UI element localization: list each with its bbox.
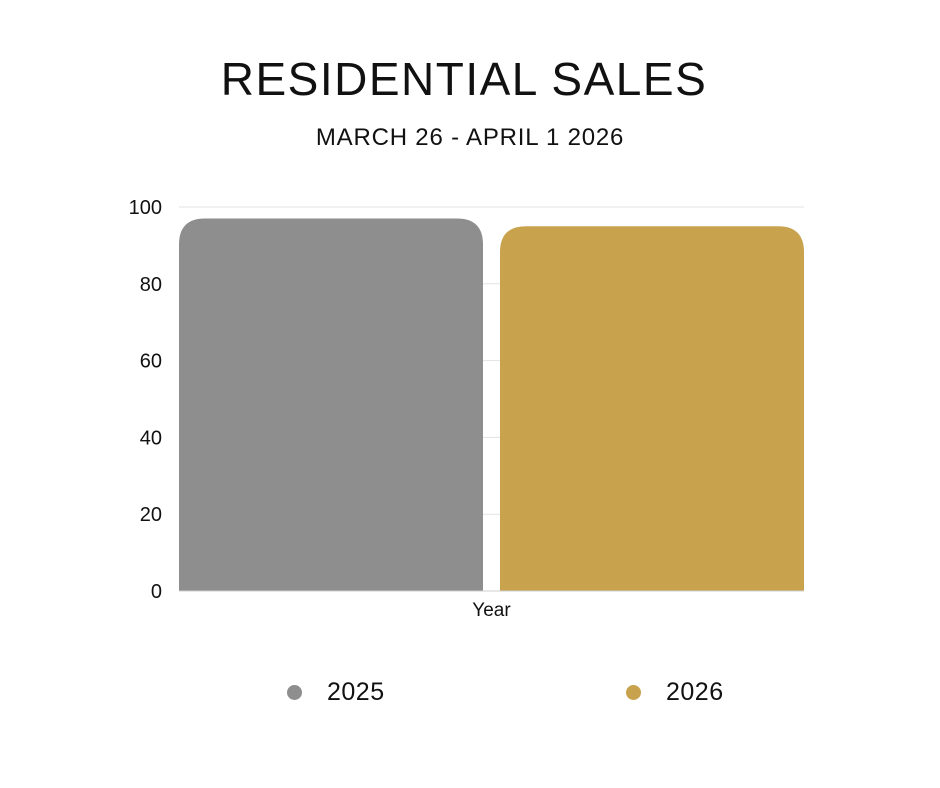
legend-label-2025: 2025	[327, 678, 385, 706]
y-tick-label: 100	[129, 197, 162, 219]
chart-title: RESIDENTIAL SALES	[220, 53, 708, 105]
bar-2025	[179, 218, 483, 591]
y-tick-label: 20	[140, 504, 162, 526]
y-tick-label: 40	[140, 427, 162, 449]
legend-label-2026: 2026	[666, 678, 724, 706]
legend-swatch-2025	[287, 685, 302, 700]
bar-2026	[500, 226, 804, 591]
legend-swatch-2026	[626, 685, 641, 700]
y-tick-label: 80	[140, 274, 162, 296]
x-category-label: Year	[472, 600, 511, 621]
y-tick-label: 60	[140, 351, 162, 373]
legend-item-2026: 2026	[626, 678, 724, 707]
chart-subtitle: MARCH 26 - APRIL 1 2026	[315, 124, 625, 151]
legend-item-2025: 2025	[287, 678, 385, 707]
y-tick-label: 0	[151, 581, 162, 603]
